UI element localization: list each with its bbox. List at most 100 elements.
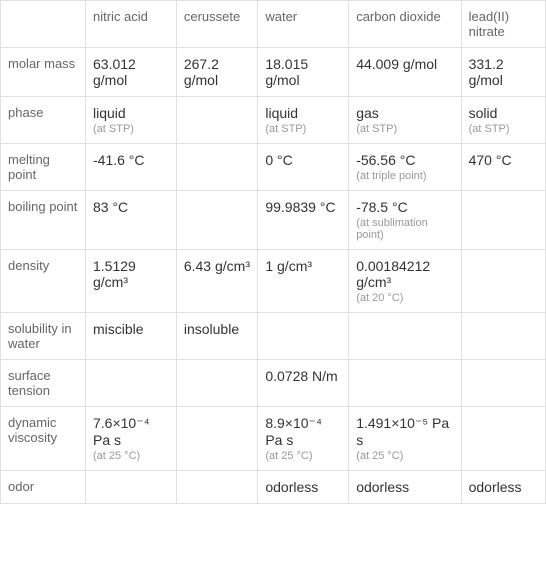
data-cell: liquid(at STP) <box>86 97 177 144</box>
table-row: dynamic viscosity7.6×10⁻⁴ Pa s(at 25 °C)… <box>1 407 546 471</box>
data-cell <box>176 97 258 144</box>
table-row: odor odorless odorless odorless <box>1 471 546 504</box>
data-cell <box>176 191 258 250</box>
cell-value: 99.9839 °C <box>265 199 341 215</box>
row-header: odor <box>1 471 86 504</box>
cell-value: 63.012 g/mol <box>93 56 169 88</box>
col-header: water <box>258 1 349 48</box>
data-cell <box>349 313 461 360</box>
cell-value: 44.009 g/mol <box>356 56 453 72</box>
cell-value: 1.491×10⁻⁵ Pa s <box>356 415 453 448</box>
table-row: density1.5129 g/cm³ 6.43 g/cm³ 1 g/cm³ 0.00… <box>1 250 546 313</box>
row-header: phase <box>1 97 86 144</box>
data-cell: 44.009 g/mol <box>349 48 461 97</box>
table-row: solubility in water miscible insoluble <box>1 313 546 360</box>
cell-note: (at triple point) <box>356 170 453 182</box>
corner-cell <box>1 1 86 48</box>
data-cell <box>176 471 258 504</box>
data-cell: miscible <box>86 313 177 360</box>
cell-value: 1 g/cm³ <box>265 258 341 274</box>
col-header: cerussete <box>176 1 258 48</box>
cell-note: (at STP) <box>265 123 341 135</box>
data-cell: 6.43 g/cm³ <box>176 250 258 313</box>
cell-note: (at 25 °C) <box>356 450 453 462</box>
cell-value: 8.9×10⁻⁴ Pa s <box>265 415 341 448</box>
col-header: carbon dioxide <box>349 1 461 48</box>
data-cell: insoluble <box>176 313 258 360</box>
data-cell: odorless <box>461 471 545 504</box>
row-header: boiling point <box>1 191 86 250</box>
cell-note: (at sublimation point) <box>356 217 453 241</box>
cell-value: 1.5129 g/cm³ <box>93 258 169 290</box>
data-cell <box>349 360 461 407</box>
cell-value: 267.2 g/mol <box>184 56 251 88</box>
cell-value: 18.015 g/mol <box>265 56 341 88</box>
data-cell <box>258 313 349 360</box>
table-header-row: nitric acid cerussete water carbon dioxi… <box>1 1 546 48</box>
row-header: surface tension <box>1 360 86 407</box>
col-header: lead(II) nitrate <box>461 1 545 48</box>
cell-value: liquid <box>93 105 169 121</box>
data-cell: -56.56 °C(at triple point) <box>349 144 461 191</box>
data-cell: 7.6×10⁻⁴ Pa s(at 25 °C) <box>86 407 177 471</box>
row-header: density <box>1 250 86 313</box>
table-row: surface tension 0.0728 N/m <box>1 360 546 407</box>
data-cell <box>176 407 258 471</box>
data-cell: 0.0728 N/m <box>258 360 349 407</box>
data-cell: 83 °C <box>86 191 177 250</box>
cell-value: 0.00184212 g/cm³ <box>356 258 453 290</box>
data-cell: 1.5129 g/cm³ <box>86 250 177 313</box>
cell-value: -78.5 °C <box>356 199 453 215</box>
cell-value: -41.6 °C <box>93 152 169 168</box>
data-cell <box>461 250 545 313</box>
table-body: molar mass63.012 g/mol 267.2 g/mol 18.015 … <box>1 48 546 504</box>
data-cell: 0 °C <box>258 144 349 191</box>
data-cell: 331.2 g/mol <box>461 48 545 97</box>
data-cell: 0.00184212 g/cm³ (at 20 °C) <box>349 250 461 313</box>
table-row: melting point-41.6 °C0 °C-56.56 °C(at tr… <box>1 144 546 191</box>
cell-note: (at STP) <box>356 123 453 135</box>
data-cell: 99.9839 °C <box>258 191 349 250</box>
data-cell: liquid (at STP) <box>258 97 349 144</box>
data-cell <box>176 144 258 191</box>
data-cell: odorless <box>349 471 461 504</box>
col-header: nitric acid <box>86 1 177 48</box>
cell-value: 6.43 g/cm³ <box>184 258 251 274</box>
data-cell <box>461 313 545 360</box>
data-cell <box>86 360 177 407</box>
cell-note: (at 25 °C) <box>265 450 341 462</box>
cell-value: odorless <box>265 479 341 495</box>
cell-value: insoluble <box>184 321 251 337</box>
cell-value: odorless <box>469 479 538 495</box>
cell-value: miscible <box>93 321 169 337</box>
cell-value: odorless <box>356 479 453 495</box>
cell-value: gas <box>356 105 453 121</box>
data-cell <box>176 360 258 407</box>
cell-value: 0.0728 N/m <box>265 368 341 384</box>
row-header: dynamic viscosity <box>1 407 86 471</box>
data-cell: gas (at STP) <box>349 97 461 144</box>
data-cell: 18.015 g/mol <box>258 48 349 97</box>
table-row: molar mass63.012 g/mol 267.2 g/mol 18.015 … <box>1 48 546 97</box>
data-cell <box>86 471 177 504</box>
row-header: solubility in water <box>1 313 86 360</box>
cell-value: 83 °C <box>93 199 169 215</box>
table-row: boiling point 83 °C 99.9839 °C -78.5 °C (at … <box>1 191 546 250</box>
data-cell: 267.2 g/mol <box>176 48 258 97</box>
data-cell: -78.5 °C (at sublimation point) <box>349 191 461 250</box>
cell-value: solid <box>469 105 538 121</box>
row-header: molar mass <box>1 48 86 97</box>
data-cell <box>461 191 545 250</box>
cell-value: 470 °C <box>469 152 538 168</box>
data-cell: 63.012 g/mol <box>86 48 177 97</box>
cell-value: liquid <box>265 105 341 121</box>
cell-value: 7.6×10⁻⁴ Pa s <box>93 415 169 448</box>
cell-note: (at 20 °C) <box>356 292 453 304</box>
data-cell <box>461 407 545 471</box>
data-cell: -41.6 °C <box>86 144 177 191</box>
data-cell: 470 °C <box>461 144 545 191</box>
cell-note: (at STP) <box>469 123 538 135</box>
table-row: phaseliquid(at STP)liquid(at STP)gas(at … <box>1 97 546 144</box>
properties-table: nitric acid cerussete water carbon dioxi… <box>0 0 546 504</box>
data-cell <box>461 360 545 407</box>
